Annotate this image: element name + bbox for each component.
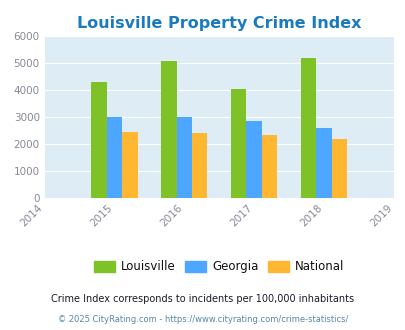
Bar <box>300 58 315 198</box>
Bar <box>176 117 192 198</box>
Bar <box>331 139 346 198</box>
Bar <box>230 89 246 198</box>
Bar <box>122 132 137 198</box>
Bar <box>246 121 261 198</box>
Bar <box>161 61 176 198</box>
Title: Louisville Property Crime Index: Louisville Property Crime Index <box>77 16 360 31</box>
Text: © 2025 CityRating.com - https://www.cityrating.com/crime-statistics/: © 2025 CityRating.com - https://www.city… <box>58 315 347 324</box>
Bar <box>192 133 207 198</box>
Legend: Louisville, Georgia, National: Louisville, Georgia, National <box>89 256 349 278</box>
Bar <box>91 82 107 198</box>
Bar <box>107 117 122 198</box>
Bar <box>261 135 277 198</box>
Bar <box>315 128 331 198</box>
Text: Crime Index corresponds to incidents per 100,000 inhabitants: Crime Index corresponds to incidents per… <box>51 294 354 304</box>
